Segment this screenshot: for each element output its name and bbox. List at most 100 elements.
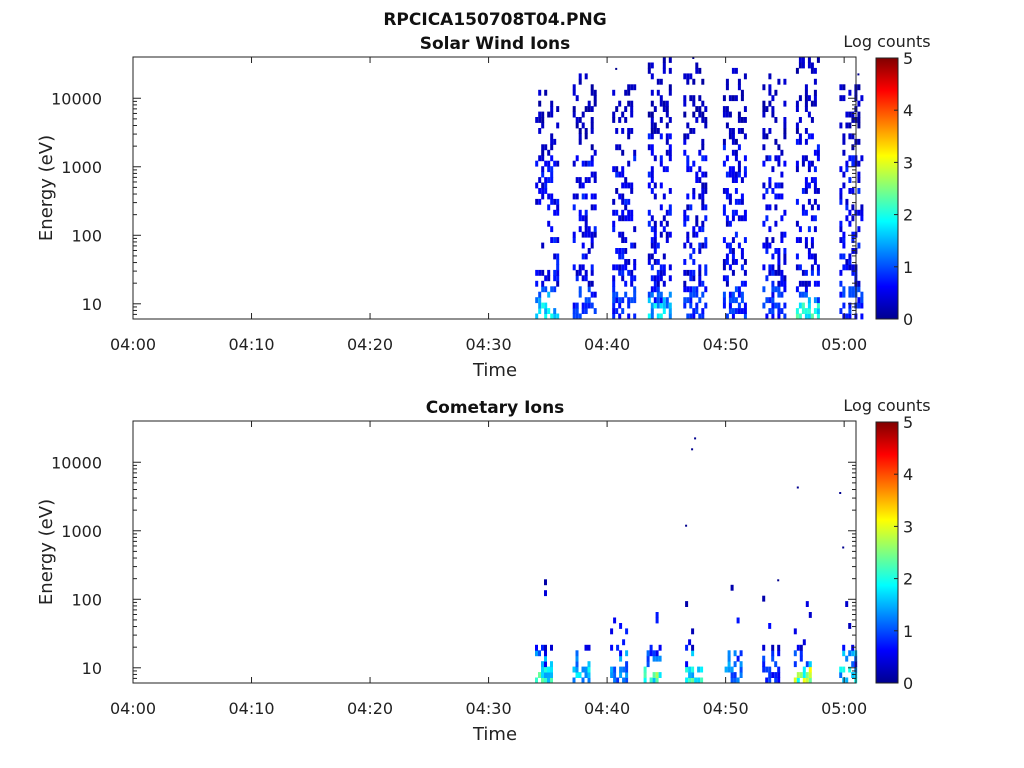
- spectrogram-cell: [650, 308, 654, 314]
- spectrogram-cell: [647, 209, 651, 216]
- spectrogram-cell: [622, 639, 626, 646]
- spectrogram-cell: [544, 644, 547, 651]
- spectrogram-cell: [839, 269, 843, 276]
- spectrogram-cell: [842, 650, 846, 657]
- spectrogram-cell: [728, 198, 732, 205]
- spectrogram-cell: [668, 133, 672, 140]
- spectrogram-cell: [668, 117, 672, 123]
- spectrogram-cell: [783, 133, 787, 140]
- spectrogram-cell: [768, 204, 772, 211]
- spectrogram-cell: [737, 242, 741, 249]
- spectrogram-cell: [550, 111, 554, 118]
- spectrogram-cell: [695, 171, 699, 178]
- spectrogram-cell: [593, 231, 597, 238]
- spectrogram-cell: [668, 89, 672, 96]
- spectrogram-cell: [780, 215, 784, 222]
- spectrogram-cell: [689, 302, 693, 309]
- spectrogram-cell: [590, 144, 594, 151]
- spectrogram-cell: [553, 160, 557, 167]
- spectrogram-cell: [584, 644, 588, 651]
- spectrogram-cell: [686, 155, 690, 162]
- spectrogram-cell: [652, 650, 656, 657]
- spectrogram-cell: [618, 264, 622, 271]
- spectrogram-cell: [624, 259, 628, 265]
- spectrogram-cell: [691, 628, 695, 635]
- spectrogram-cell: [722, 204, 726, 211]
- spectrogram-cell: [804, 308, 808, 314]
- spectrogram-cell: [813, 67, 817, 74]
- spectrogram-cell: [593, 171, 597, 178]
- spectrogram-cell: [584, 269, 588, 276]
- spectrogram-cell: [851, 204, 855, 211]
- spectrogram-cell: [686, 313, 690, 320]
- spectrogram-cell: [798, 117, 802, 123]
- spectrogram-cell: [587, 231, 591, 238]
- spectrogram-cell: [593, 95, 597, 102]
- spectrogram-cell: [813, 188, 817, 194]
- spectrogram-cell: [575, 269, 579, 276]
- spectrogram-cell: [771, 302, 775, 309]
- spectrogram-cell: [813, 226, 817, 233]
- spectrogram-cell: [743, 280, 747, 287]
- spectrogram-cell: [584, 226, 588, 233]
- spectrogram-cell: [704, 264, 708, 271]
- spectrogram-cell: [653, 106, 657, 112]
- spectrogram-cell: [649, 650, 653, 657]
- spectrogram-cell: [650, 166, 654, 173]
- spectrogram-cell: [556, 269, 560, 276]
- spectrogram-cell: [544, 160, 548, 167]
- x-tick-label: 04:30: [466, 699, 512, 718]
- spectrogram-cell: [612, 291, 616, 298]
- spectrogram-cell: [701, 171, 705, 178]
- spectrogram-cell: [647, 144, 651, 151]
- spectrogram-cell: [683, 100, 687, 107]
- spectrogram-cell: [762, 661, 766, 668]
- spectrogram-cell: [649, 677, 653, 684]
- spectrogram-cell: [851, 264, 855, 271]
- spectrogram-cell: [860, 95, 864, 102]
- spectrogram-cell: [575, 155, 579, 162]
- spectrogram-cell: [727, 666, 731, 673]
- spectrogram-cell: [802, 639, 806, 646]
- spectrogram-cell: [848, 253, 852, 260]
- spectrogram-cell: [544, 661, 547, 668]
- spectrogram-cell: [535, 198, 539, 205]
- spectrogram-cell: [613, 617, 617, 624]
- spectrogram-cell: [851, 117, 855, 123]
- spectrogram-cell: [740, 297, 744, 304]
- colorbar-tick-label: 2: [903, 570, 913, 589]
- spectrogram-cell: [685, 601, 689, 607]
- spectrogram-cell: [783, 253, 787, 260]
- spectrogram-cell: [621, 171, 625, 178]
- spectrogram-cell: [668, 155, 672, 162]
- spectrogram-cell: [774, 677, 778, 684]
- spectrogram-cell: [777, 269, 781, 276]
- spectrogram-cell: [581, 193, 585, 200]
- spectrogram-cell: [553, 313, 557, 320]
- spectrogram-cell: [701, 111, 705, 118]
- spectrogram-cell: [698, 193, 702, 200]
- x-tick-label: 04:00: [110, 699, 156, 718]
- spectrogram-cell: [762, 286, 766, 293]
- spectrogram-cell: [572, 89, 576, 96]
- spectrogram-cell: [593, 149, 597, 156]
- spectrogram-cell: [650, 133, 654, 140]
- spectrogram-cell: [550, 226, 554, 233]
- spectrogram-cell: [698, 95, 702, 102]
- spectrogram-cell: [550, 138, 554, 145]
- spectrogram-cell: [647, 259, 651, 265]
- spectrogram-cell: [801, 62, 805, 69]
- spectrogram-cell: [839, 122, 843, 129]
- spectrogram-cell: [701, 193, 705, 200]
- spectrogram-cell: [725, 188, 729, 194]
- spectrogram-cell: [731, 166, 735, 173]
- spectrogram-cell: [581, 231, 585, 238]
- spectrogram-cell: [584, 177, 588, 183]
- spectrogram-cell: [547, 177, 551, 183]
- y-tick-label: 10000: [51, 453, 102, 472]
- spectrogram-cell: [625, 650, 629, 657]
- spectrogram-cell: [860, 302, 864, 309]
- spectrogram-cell: [624, 198, 628, 205]
- spectrogram-cell: [692, 275, 696, 282]
- spectrogram-cell: [662, 62, 666, 69]
